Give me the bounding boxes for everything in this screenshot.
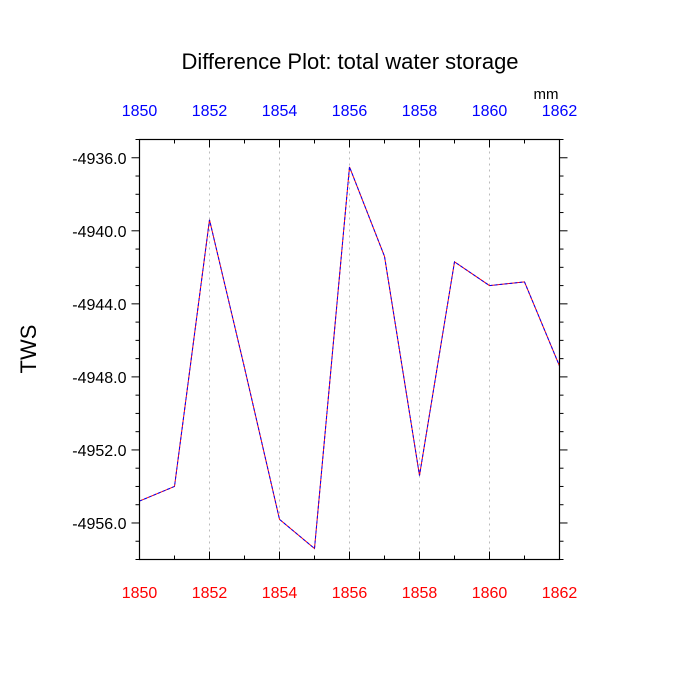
x-tick-label-top-4: 1858 (402, 103, 438, 120)
y-tick-label-3: -4948.0 (72, 370, 126, 387)
y-tick-label-0: -4936.0 (72, 151, 126, 168)
x-tick-label-bottom-4: 1858 (402, 585, 438, 602)
x-tick-label-bottom-5: 1860 (472, 585, 508, 602)
y-tick-label-2: -4944.0 (72, 297, 126, 314)
x-tick-label-bottom-6: 1862 (542, 585, 578, 602)
x-tick-label-top-3: 1856 (332, 103, 368, 120)
y-tick-label-1: -4940.0 (72, 224, 126, 241)
series-line-0-b (139, 166, 560, 550)
y-tick-label-5: -4956.0 (72, 516, 126, 533)
x-tick-label-top-5: 1860 (472, 103, 508, 120)
y-tick-label-4: -4952.0 (72, 443, 126, 460)
y-axis-label: TWS (16, 325, 41, 374)
x-tick-label-top-0: 1850 (122, 103, 158, 120)
grid (209, 139, 490, 560)
axis-ticks (131, 139, 568, 560)
series-lines (139, 166, 560, 550)
x-tick-label-bottom-2: 1854 (262, 585, 298, 602)
x-tick-label-bottom-3: 1856 (332, 585, 368, 602)
x-tick-label-top-6: 1862 (542, 103, 578, 120)
x-tick-label-bottom-1: 1852 (192, 585, 228, 602)
chart-title: Difference Plot: total water storage (181, 49, 518, 74)
units-label: mm (534, 86, 559, 103)
x-tick-label-bottom-0: 1850 (122, 585, 158, 602)
x-tick-label-top-2: 1854 (262, 103, 298, 120)
x-tick-label-top-1: 1852 (192, 103, 228, 120)
tick-labels: -4936.0 -4940.0 -4944.0 -4948.0 -4952.0 -4956… (72, 103, 577, 602)
